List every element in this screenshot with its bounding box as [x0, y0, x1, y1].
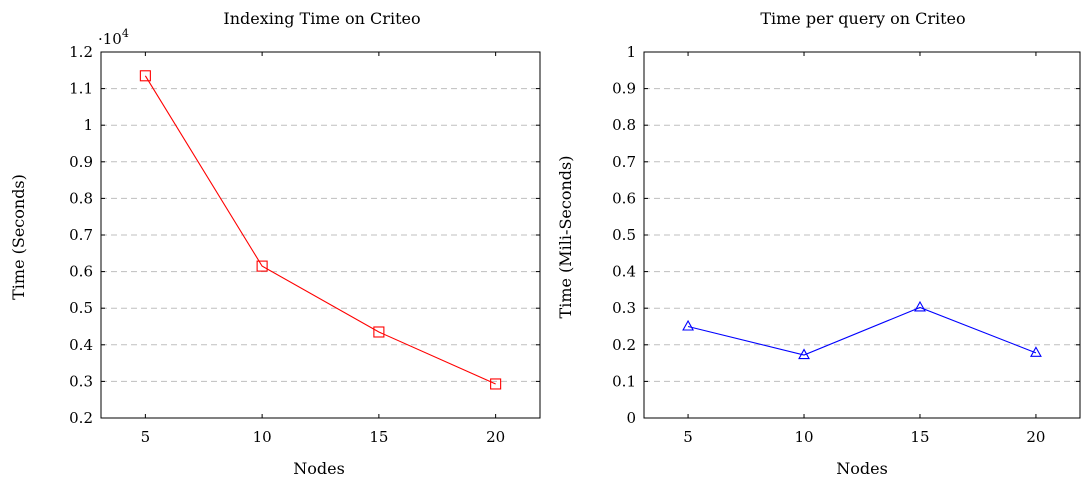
y-tick-label: 0.8 [612, 116, 636, 134]
data-point-triangle [1030, 346, 1042, 357]
y-tick-label: 0.9 [612, 80, 636, 98]
y-scale-base: ·10 [98, 30, 122, 48]
x-tick-label: 5 [141, 428, 151, 446]
data-point-triangle [914, 300, 926, 312]
y-tick-label: 0.6 [69, 263, 93, 281]
data-point-square [373, 326, 385, 338]
indexing-time-chart: Indexing Time on Criteo Nodes Time (Seco… [9, 9, 541, 478]
chart-title: Time per query on Criteo [760, 9, 965, 28]
y-tick-label: 0.5 [69, 299, 93, 317]
x-axis-label: Nodes [293, 459, 345, 478]
y-tick-label: 0.7 [612, 153, 636, 171]
plot-frame [643, 51, 1081, 419]
data-point-square [139, 70, 151, 82]
y-scale-exponent: 4 [122, 27, 129, 40]
y-axis-label: Time (Seconds) [9, 174, 28, 300]
y-tick-label: 0.6 [612, 189, 636, 207]
chart-title: Indexing Time on Criteo [223, 9, 420, 28]
query-time-chart: Time per query on Criteo Nodes Time (Mil… [556, 9, 1081, 478]
y-tick-label: 0.7 [69, 226, 93, 244]
x-tick-label: 15 [369, 428, 388, 446]
y-tick-label: 0.2 [69, 409, 93, 427]
plot-frame [100, 51, 541, 419]
y-tick-label: 0.3 [69, 372, 93, 390]
y-tick-label: 0 [626, 409, 636, 427]
y-tick-label: 0.3 [612, 299, 636, 317]
y-scale-multiplier: ·104 [98, 27, 129, 48]
y-tick-label: 0.5 [612, 226, 636, 244]
data-point-square [490, 378, 502, 390]
series-line [144, 75, 496, 385]
x-tick-label: 20 [1026, 428, 1045, 446]
series-line [687, 306, 1037, 356]
x-tick-label: 10 [253, 428, 272, 446]
svg-text:·104: ·104 [98, 27, 129, 48]
data-point-square [256, 260, 268, 272]
y-tick-label: 0.4 [69, 336, 93, 354]
y-tick-label: 0.2 [612, 336, 636, 354]
x-tick-label: 10 [794, 428, 813, 446]
x-axis-label: Nodes [836, 459, 888, 478]
y-tick-label: 0.9 [69, 153, 93, 171]
y-axis-label: Time (Mili-Seconds) [556, 156, 575, 319]
x-tick-label: 20 [486, 428, 505, 446]
x-tick-label: 5 [683, 428, 693, 446]
data-point-triangle [798, 348, 810, 360]
y-tick-label: 1.1 [69, 80, 93, 98]
data-point-triangle [682, 319, 694, 331]
y-tick-label: 0.4 [612, 263, 636, 281]
y-tick-label: 0.8 [69, 189, 93, 207]
y-tick-label: 0.1 [612, 372, 636, 390]
y-tick-label: 1.2 [69, 43, 93, 61]
y-tick-label: 1 [626, 43, 636, 61]
y-tick-label: 1 [83, 116, 93, 134]
x-tick-label: 15 [910, 428, 929, 446]
